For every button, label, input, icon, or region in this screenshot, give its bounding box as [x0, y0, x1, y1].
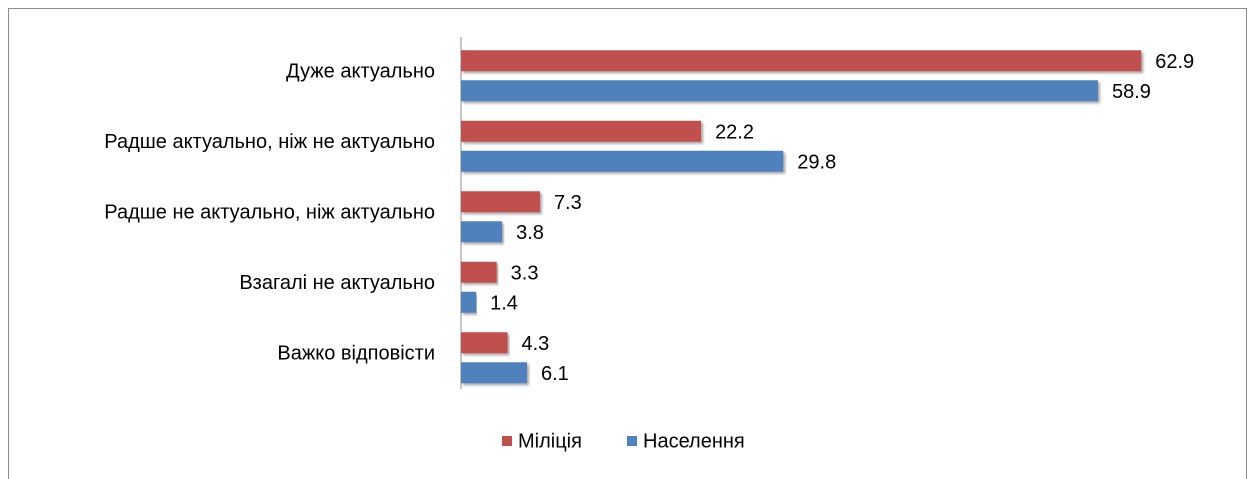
value-label: 1.4 — [490, 293, 518, 315]
value-label: 6.1 — [541, 363, 569, 385]
legend-swatch — [627, 436, 637, 446]
bar — [461, 80, 1098, 102]
value-label: 58.9 — [1112, 81, 1151, 103]
value-label: 22.2 — [715, 122, 754, 144]
bar — [461, 50, 1142, 72]
bar — [461, 221, 503, 243]
bar — [461, 261, 497, 283]
value-label: 62.9 — [1155, 51, 1194, 73]
legend-label: Населення — [643, 430, 745, 452]
value-label: 3.8 — [516, 222, 544, 244]
category-label: Радше актуально, ніж не актуально — [104, 131, 435, 153]
chart-frame — [8, 8, 1247, 479]
legend-swatch — [502, 436, 512, 446]
category-label: Дуже актуально — [286, 61, 435, 83]
category-label: Радше не актуально, ніж актуально — [104, 202, 435, 224]
bar — [461, 120, 702, 142]
bar — [461, 291, 477, 313]
category-label: Важко відповісти — [277, 343, 435, 365]
legend-label: Міліція — [518, 430, 582, 452]
bar — [461, 362, 527, 384]
category-label: Взагалі не актуально — [239, 272, 435, 294]
value-label: 4.3 — [522, 333, 550, 355]
value-label: 3.3 — [511, 263, 539, 285]
bar — [461, 191, 540, 213]
value-label: 29.8 — [797, 152, 836, 174]
bar — [461, 332, 508, 354]
bar — [461, 150, 784, 172]
value-label: 7.3 — [554, 192, 582, 214]
